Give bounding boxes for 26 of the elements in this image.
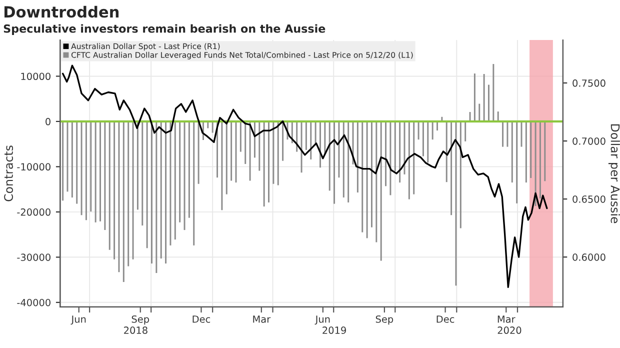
line-series xyxy=(62,64,548,288)
x2-tick-label: 2019 xyxy=(322,326,346,334)
x-tick-label: Mar xyxy=(498,316,516,323)
x-tick-label: Dec xyxy=(192,316,210,323)
chart-title: Downtrodden xyxy=(4,6,119,18)
y-tick-label: -30000 xyxy=(17,254,50,262)
y-tick-label: 10000 xyxy=(21,72,50,80)
y2-tick-label: 0.6000 xyxy=(572,254,606,261)
x-tick-label: Dec xyxy=(436,316,454,323)
y-tick-label: -10000 xyxy=(17,163,50,171)
x2-tick-label: 2018 xyxy=(124,326,148,334)
y-tick-label: -40000 xyxy=(17,298,50,306)
chart-subtitle: Speculative investors remain bearish on the Aussie xyxy=(4,24,326,35)
y-tick-label: 0 xyxy=(46,118,50,126)
x-tick-label: Sep xyxy=(132,315,150,325)
y2-tick-label: 0.7500 xyxy=(572,79,606,87)
y-tick-label: -20000 xyxy=(17,208,50,216)
x-tick-label: Sep xyxy=(376,315,394,325)
x2-tick-label: 2020 xyxy=(498,326,522,334)
x-tick-label: Jun xyxy=(314,316,330,325)
y-axis-title: Contracts xyxy=(4,146,13,202)
x-tick-label: Mar xyxy=(253,316,271,323)
y2-axis-title: Dollar per Aussie xyxy=(608,124,620,224)
x-tick-label: Jun xyxy=(70,316,86,325)
y2-tick-label: 0.7000 xyxy=(572,137,606,145)
y2-tick-label: 0.6500 xyxy=(572,195,606,203)
